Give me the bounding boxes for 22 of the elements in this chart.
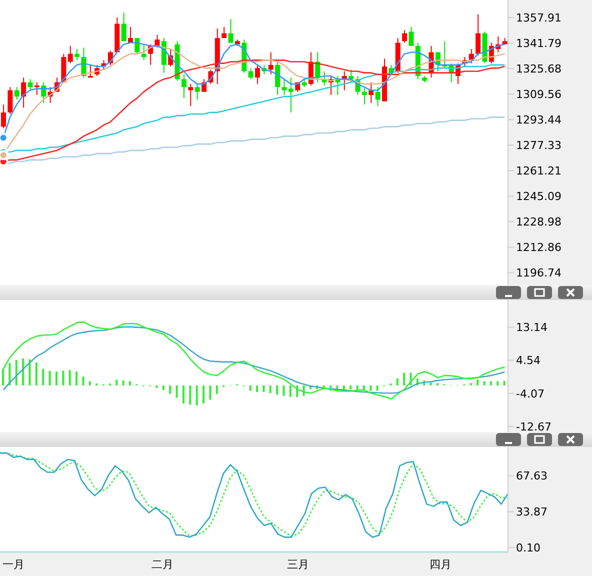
y-tick-label: 1341.79 <box>516 36 562 50</box>
x-tick-label: 三月 <box>287 558 310 571</box>
y-tick-label: 33.87 <box>516 506 548 519</box>
y-tick-label: 1228.98 <box>516 216 562 229</box>
y-tick-label: 4.54 <box>516 354 540 368</box>
x-tick-label: 二月 <box>152 558 174 571</box>
y-tick-label: 1325.68 <box>516 62 562 76</box>
x-tick-label: 一月 <box>2 558 25 571</box>
y-tick-label: 1293.44 <box>516 114 562 127</box>
y-tick-label: 1277.33 <box>516 139 562 152</box>
y-tick-label: -4.07 <box>516 387 544 400</box>
y-tick-label: 13.14 <box>516 321 548 334</box>
y-tick-label: 1357.91 <box>516 11 562 24</box>
y-tick-label: -12.67 <box>516 420 552 434</box>
y-tick-label: 1261.21 <box>516 164 562 178</box>
y-tick-label: 1212.86 <box>516 241 562 254</box>
y-tick-label: 1309.56 <box>516 88 562 102</box>
x-tick-label: 四月 <box>429 558 452 571</box>
y-tick-label: 1196.74 <box>516 266 562 280</box>
y-tick-label: 0.10 <box>516 542 540 555</box>
y-tick-label: 1245.09 <box>516 190 562 204</box>
y-tick-label: 67.63 <box>516 470 548 483</box>
